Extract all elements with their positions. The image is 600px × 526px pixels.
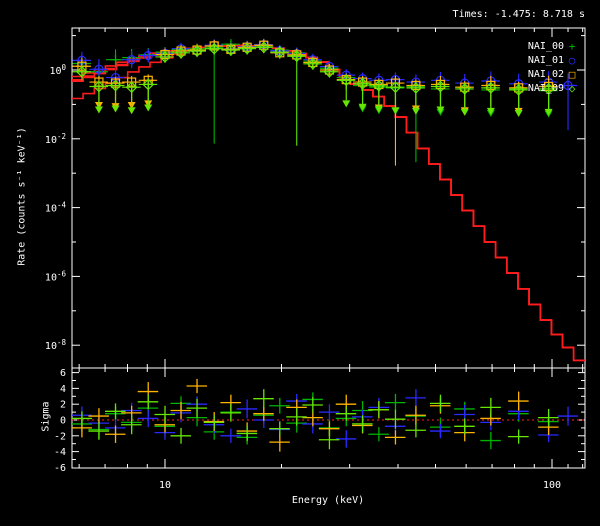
legend-item-nai02: NAI_02 □	[528, 67, 580, 81]
rate-axis-label: Rate (counts s⁻¹ keV⁻¹)	[16, 127, 28, 266]
rate-tick-label: 10-2	[45, 132, 66, 146]
residuals-NAI_01	[72, 389, 579, 448]
sigma-tick-label: 4	[60, 384, 66, 395]
residuals-NAI_00	[72, 392, 559, 450]
energy-axis-label: Energy (keV)	[291, 495, 365, 506]
sigma-tick-label: 2	[60, 400, 66, 411]
nai01-circle-icon: ○	[568, 53, 576, 67]
nai00-plus-icon: +	[568, 39, 576, 53]
model-line-NAI_02	[72, 44, 585, 362]
energy-tick-label: 10	[159, 480, 171, 491]
legend-label-nai01: NAI_01	[527, 54, 564, 66]
legend-label-nai00: NAI_00	[527, 40, 564, 52]
energy-tick-label: 100	[543, 480, 561, 491]
rate-tick-label: 10-6	[45, 269, 67, 283]
model-line-NAI_09	[72, 44, 585, 362]
model-line-NAI_01	[72, 44, 585, 362]
sigma-tick-label: -4	[54, 447, 66, 458]
axes-frame: 100 10-2 10-4 10-6 10-8 6 4 2 0 -2 -4 -6 10 100	[45, 27, 586, 491]
residuals-NAI_09	[72, 389, 559, 450]
nai02-square-icon: □	[568, 67, 576, 81]
sigma-tick-label: 0	[60, 416, 66, 427]
sigma-tick-label: -6	[54, 463, 66, 474]
model-line-NAI_00	[72, 44, 585, 362]
legend-label-nai02: NAI_02	[527, 68, 564, 80]
series-NAI_09	[72, 41, 558, 146]
sigma-tick-label: -2	[54, 431, 66, 442]
legend-label-nai09: NAI_09	[527, 82, 564, 94]
legend-item-nai01: NAI_01 ○	[528, 53, 580, 67]
legend-item-nai00: NAI_00 +	[528, 39, 580, 53]
sigma-tick-label: 6	[60, 368, 66, 379]
rate-tick-label: 100	[49, 63, 66, 77]
legend-item-nai09: NAI_09 ◇	[528, 81, 580, 95]
plot-title-times: Times: -1.475: 8.718 s	[452, 9, 585, 20]
rate-tick-label: 10-8	[45, 338, 67, 352]
rate-tick-label: 10-4	[45, 201, 67, 215]
detector-legend: NAI_00 + NAI_01 ○ NAI_02 □ NAI_09 ◇	[528, 39, 580, 95]
sigma-axis-label: Sigma	[40, 401, 52, 432]
model-step-lines	[72, 44, 585, 362]
residuals	[72, 378, 585, 452]
nai09-diamond-icon: ◇	[568, 81, 576, 95]
